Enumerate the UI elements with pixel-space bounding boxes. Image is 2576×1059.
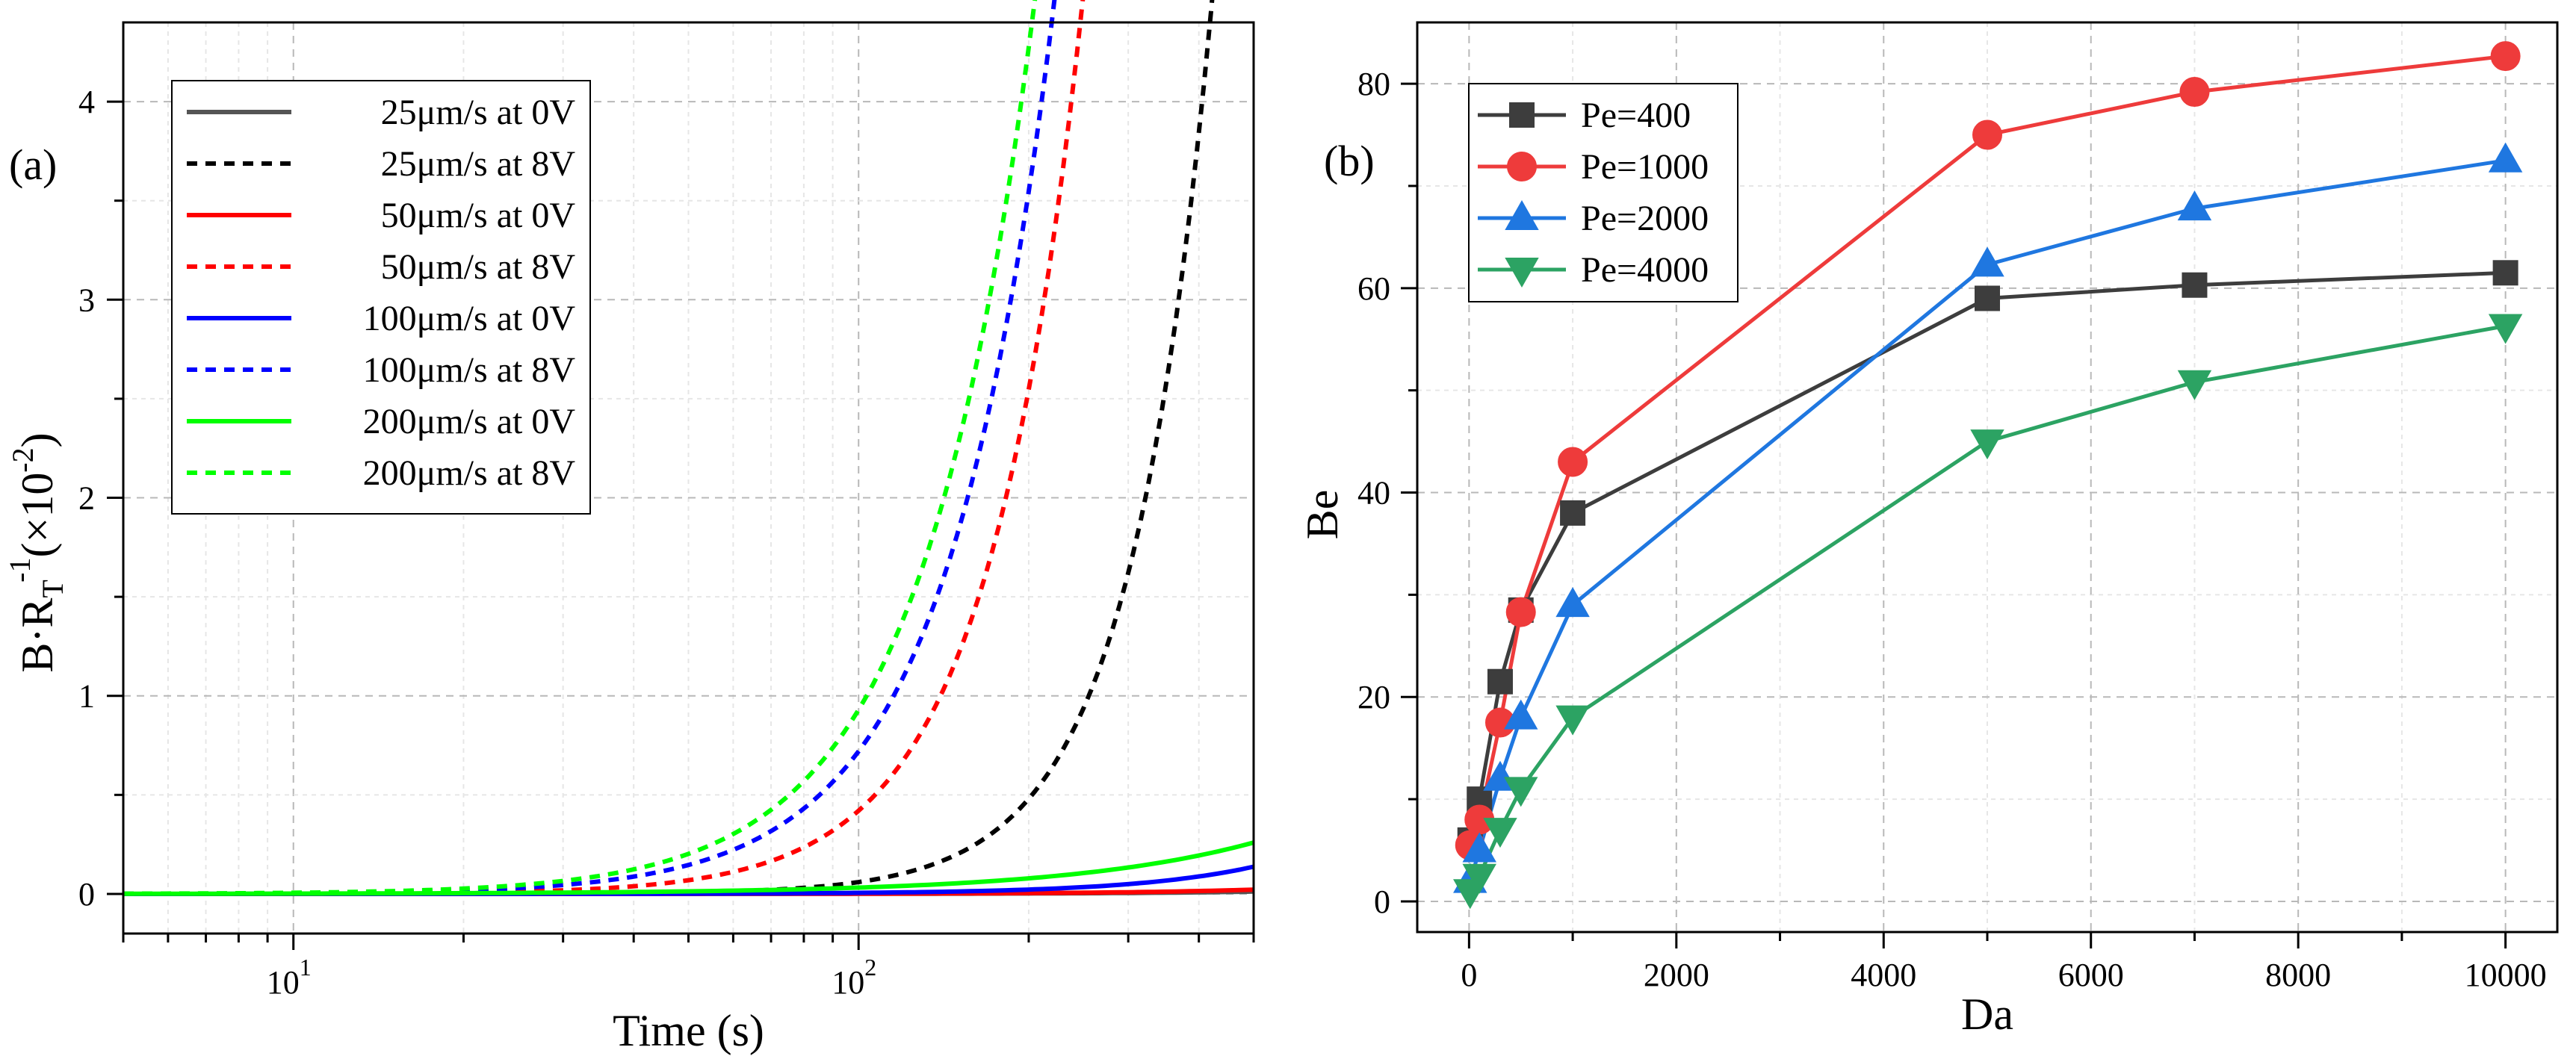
panel-a-series <box>123 0 1254 896</box>
y-tick-label: 0 <box>1374 883 1390 920</box>
legend-marker-pe-400 <box>1509 102 1535 128</box>
y-tick-label: 3 <box>78 282 95 318</box>
data-point <box>1970 246 2004 277</box>
legend-label: 100μm/s at 0V <box>363 299 576 338</box>
data-point <box>1555 587 1590 618</box>
series-markers-pe-2000 <box>1453 142 2523 893</box>
panel-a-y-axis-label: B·RT-1(×10-2) <box>3 432 69 672</box>
panel-a-label: (a) <box>9 140 57 189</box>
data-point <box>1487 668 1513 695</box>
x-tick-label: 10000 <box>2465 957 2547 993</box>
panel-b-chart: 0 2000 4000 6000 8000 10000 0 20 40 60 80 Da Be (b… <box>1298 21 2559 1039</box>
panel-a-legend: 25μm/s at 0V 25μm/s at 8V 50μm/s at 0V 50μm… <box>171 80 591 515</box>
panel-b-legend: Pe=400 Pe=1000 Pe=2000 Pe=4000 <box>1468 83 1739 302</box>
data-point <box>2488 142 2523 173</box>
x-tick-label: 4000 <box>1851 957 1916 993</box>
legend-marker-pe-2000 <box>1505 199 1539 230</box>
legend-box <box>171 80 591 515</box>
y-label-superscript: -1 <box>3 558 37 583</box>
x-tick-exponent: 2 <box>864 954 876 981</box>
x-tick-label: 0 <box>1461 957 1477 993</box>
panel-a-chart: 101 102 0 1 2 3 4 Time (s) B·RT-1(×10-2) (a) 2… <box>3 0 1255 1055</box>
data-point <box>2488 314 2523 344</box>
data-point <box>1970 429 2004 460</box>
legend-label: Pe=400 <box>1581 96 1691 135</box>
y-tick-label: 2 <box>78 480 95 517</box>
data-point <box>1558 447 1588 477</box>
data-point <box>1555 705 1590 736</box>
data-point <box>1483 818 1517 848</box>
legend-label: 50μm/s at 0V <box>381 196 576 235</box>
panel-b-y-axis-label: Be <box>1298 490 1347 540</box>
series-markers-pe-1000 <box>1455 41 2521 860</box>
series-markers-pe-4000 <box>1453 314 2523 910</box>
data-point <box>1462 863 1496 894</box>
data-point <box>2177 370 2212 400</box>
panel-a-x-axis-label: Time (s) <box>613 1006 764 1055</box>
legend-label: Pe=1000 <box>1581 147 1709 187</box>
legend-label: 25μm/s at 8V <box>381 144 576 184</box>
y-tick-label: 80 <box>1357 66 1390 102</box>
legend-label: 200μm/s at 0V <box>363 402 576 441</box>
panel-b-ticks: 0 2000 4000 6000 8000 10000 0 20 40 60 80 <box>1357 66 2547 993</box>
legend-label: 200μm/s at 8V <box>363 453 576 493</box>
legend-marker-pe-1000 <box>1507 152 1537 181</box>
data-point <box>1504 699 1538 730</box>
data-point <box>2177 190 2212 221</box>
y-label-subscript: T <box>36 580 69 598</box>
y-tick-label: 4 <box>78 84 95 120</box>
legend-label: Pe=4000 <box>1581 250 1709 290</box>
legend-marker-pe-4000 <box>1505 258 1539 288</box>
x-tick-exponent: 1 <box>300 954 312 981</box>
y-tick-label: 60 <box>1357 270 1390 307</box>
data-point <box>2179 77 2210 108</box>
legend-label: 50μm/s at 8V <box>381 247 576 287</box>
panel-b-label: (b) <box>1324 137 1375 185</box>
y-tick-label: 40 <box>1357 475 1390 512</box>
y-tick-label: 20 <box>1357 679 1390 715</box>
legend-label: 100μm/s at 8V <box>363 350 576 390</box>
legend-label: Pe=2000 <box>1581 199 1709 238</box>
x-tick-label: 2000 <box>1644 957 1709 993</box>
x-tick-label: 8000 <box>2265 957 2331 993</box>
legend-label: 25μm/s at 0V <box>381 93 576 132</box>
data-point <box>1504 777 1538 807</box>
data-point <box>1560 500 1586 526</box>
data-point <box>1505 597 1536 627</box>
x-tick-label: 101 <box>267 954 312 1001</box>
series-line-200-m-s-at-8v <box>123 0 1038 896</box>
y-label-close: ) <box>13 432 62 447</box>
data-point <box>2182 272 2208 298</box>
x-tick-label: 6000 <box>2058 957 2124 993</box>
data-point <box>1972 119 2002 150</box>
panel-b-series <box>1453 41 2523 910</box>
y-label-tail-superscript: -2 <box>6 447 40 472</box>
x-tick-label: 102 <box>832 954 876 1001</box>
data-point <box>1975 285 2000 311</box>
y-tick-label: 1 <box>78 678 95 715</box>
data-point <box>1462 832 1496 863</box>
series-line-pe-400 <box>1468 270 2506 841</box>
y-label-tail: (×10 <box>13 473 62 558</box>
series-markers-pe-400 <box>1457 260 2518 853</box>
data-point <box>2490 41 2521 72</box>
data-point <box>2492 260 2518 286</box>
y-tick-label: 0 <box>78 876 95 913</box>
panel-b-x-axis-label: Da <box>1961 990 2013 1039</box>
y-label-main: B·R <box>13 598 62 673</box>
